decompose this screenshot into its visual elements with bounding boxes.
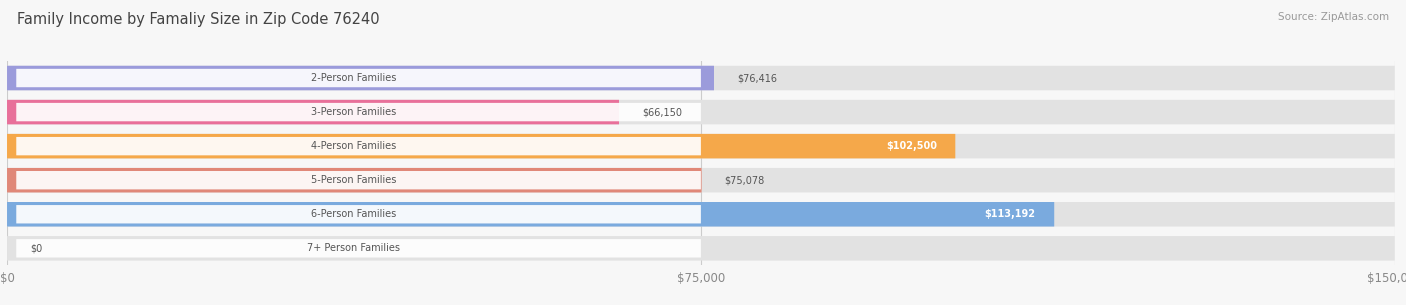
FancyBboxPatch shape: [17, 171, 700, 189]
FancyBboxPatch shape: [17, 137, 700, 155]
FancyBboxPatch shape: [7, 202, 1054, 227]
FancyBboxPatch shape: [7, 134, 1395, 158]
Text: 5-Person Families: 5-Person Families: [311, 175, 396, 185]
Text: $66,150: $66,150: [643, 107, 682, 117]
FancyBboxPatch shape: [7, 66, 1395, 90]
Text: $76,416: $76,416: [737, 73, 778, 83]
Text: 7+ Person Families: 7+ Person Families: [308, 243, 401, 253]
Text: 3-Person Families: 3-Person Families: [311, 107, 396, 117]
Text: $0: $0: [30, 243, 42, 253]
Text: $113,192: $113,192: [984, 209, 1036, 219]
FancyBboxPatch shape: [7, 202, 1395, 227]
FancyBboxPatch shape: [7, 168, 702, 192]
Text: 4-Person Families: 4-Person Families: [311, 141, 396, 151]
FancyBboxPatch shape: [7, 100, 619, 124]
Text: Source: ZipAtlas.com: Source: ZipAtlas.com: [1278, 12, 1389, 22]
FancyBboxPatch shape: [17, 205, 700, 224]
FancyBboxPatch shape: [7, 236, 1395, 260]
FancyBboxPatch shape: [17, 239, 700, 257]
FancyBboxPatch shape: [7, 100, 1395, 124]
Text: $75,078: $75,078: [724, 175, 765, 185]
FancyBboxPatch shape: [7, 66, 714, 90]
Text: Family Income by Famaliy Size in Zip Code 76240: Family Income by Famaliy Size in Zip Cod…: [17, 12, 380, 27]
FancyBboxPatch shape: [17, 103, 700, 121]
FancyBboxPatch shape: [7, 134, 955, 158]
FancyBboxPatch shape: [17, 69, 700, 87]
Text: $102,500: $102,500: [886, 141, 936, 151]
Text: 2-Person Families: 2-Person Families: [311, 73, 396, 83]
Text: 6-Person Families: 6-Person Families: [311, 209, 396, 219]
FancyBboxPatch shape: [7, 168, 1395, 192]
